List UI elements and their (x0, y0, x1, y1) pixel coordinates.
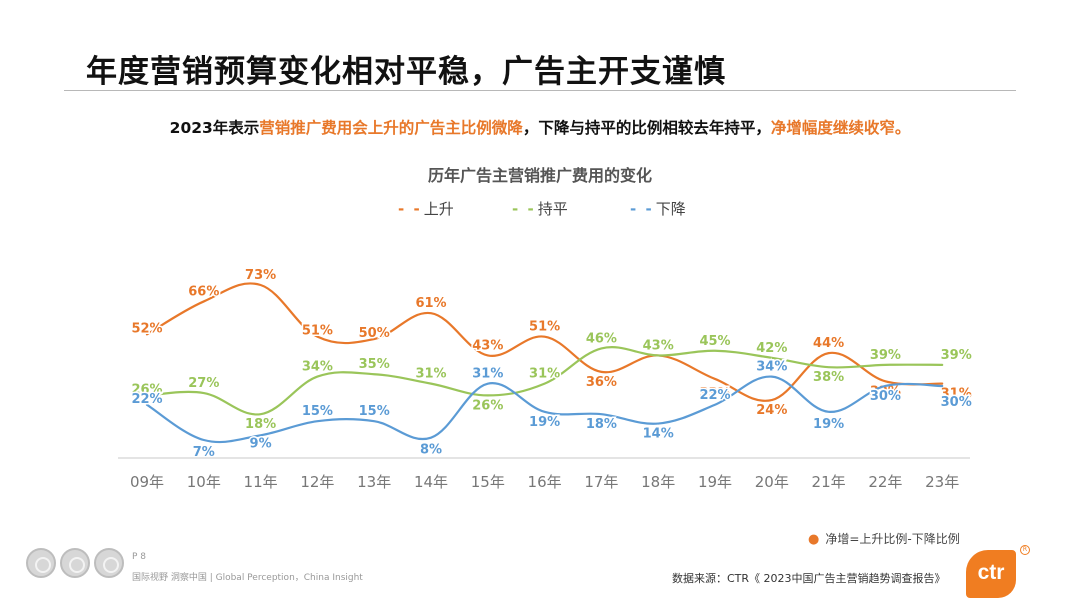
data-label-flat: 43% (643, 338, 674, 353)
x-tick-label: 13年 (357, 473, 391, 491)
data-label-up: 73% (245, 268, 276, 283)
data-label-flat: 39% (870, 348, 901, 363)
subtitle: 2023年表示营销推广费用会上升的广告主比例微降，下降与持平的比例相较去年持平，… (0, 116, 1080, 138)
data-label-flat: 27% (188, 376, 219, 391)
data-label-down: 15% (302, 404, 333, 419)
legend-label-down: 下降 (655, 200, 686, 218)
data-label-down: 19% (813, 417, 844, 432)
x-tick-label: 11年 (244, 473, 278, 491)
bullet-dot-icon: ● (808, 532, 820, 547)
data-label-flat: 35% (359, 357, 390, 372)
data-label-flat: 34% (302, 360, 333, 375)
data-label-down: 31% (472, 367, 503, 382)
subtitle-highlight1: 营销推广费用会上升的广告主比例微降 (259, 119, 523, 137)
x-tick-label: 16年 (528, 473, 562, 491)
legend-dash-icon: - - (512, 200, 536, 218)
subtitle-part2: ，下降与持平的比例相较去年持平， (522, 119, 771, 137)
legend-dash-icon: - - (630, 200, 654, 218)
chart-title: 历年广告主营销推广费用的变化 (427, 166, 652, 185)
certification-seal-icon (60, 548, 90, 578)
data-label-up: 43% (643, 338, 674, 353)
legend-item-flat: - - 持平 (512, 198, 568, 219)
data-label-flat: 38% (813, 370, 844, 385)
data-label-flat: 39% (941, 348, 972, 363)
x-tick-label: 15年 (471, 473, 505, 491)
data-label-up: 52% (131, 321, 162, 336)
series-line-down (145, 375, 944, 444)
data-label-flat: 31% (415, 367, 446, 382)
x-tick-label: 19年 (698, 473, 732, 491)
data-label-down: 30% (941, 395, 972, 410)
data-label-flat: 46% (586, 331, 617, 346)
data-label-down: 30% (870, 389, 901, 404)
x-tick-label: 22年 (868, 473, 902, 491)
data-label-down: 22% (699, 388, 730, 403)
data-label-down: 14% (643, 427, 674, 442)
subtitle-highlight2: 净增幅度继续收窄。 (770, 119, 911, 137)
data-label-up: 61% (415, 296, 446, 311)
tagline: 国际视野 洞察中国 | Global Perception，China Insi… (132, 573, 363, 583)
data-label-flat: 18% (245, 417, 276, 432)
x-tick-label: 09年 (130, 473, 164, 491)
data-label-down: 18% (586, 417, 617, 432)
legend-item-up: - - 上升 (398, 198, 454, 219)
data-label-up: 51% (302, 324, 333, 339)
data-label-up: 43% (472, 338, 503, 353)
x-tick-label: 21年 (812, 473, 846, 491)
data-label-down: 7% (193, 445, 215, 460)
data-label-flat: 26% (472, 398, 503, 413)
data-label-down: 15% (359, 404, 390, 419)
certification-seal-icon (26, 548, 56, 578)
data-label-up: 31% (941, 387, 972, 402)
data-label-up: 24% (756, 403, 787, 418)
data-label-up: 44% (813, 336, 844, 351)
x-tick-label: 10年 (187, 473, 221, 491)
data-label-up: 33% (699, 386, 730, 401)
data-label-down: 34% (756, 360, 787, 375)
legend-dash-icon: - - (398, 200, 422, 218)
legend-label-flat: 持平 (537, 200, 568, 218)
data-label-flat: 42% (756, 341, 787, 356)
data-label-up: 50% (359, 326, 390, 341)
data-label-down: 9% (250, 436, 272, 451)
data-label-up: 51% (529, 320, 560, 335)
ctr-logo: ctr (966, 550, 1016, 598)
data-source: 数据来源：CTR《 2023中国广告主营销趋势调查报告》 (672, 572, 946, 585)
data-label-down: 22% (131, 392, 162, 407)
x-tick-label: 20年 (755, 473, 789, 491)
data-label-down: 19% (529, 415, 560, 430)
data-label-flat: 45% (699, 334, 730, 349)
x-tick-label: 14年 (414, 473, 448, 491)
x-tick-label: 23年 (925, 473, 959, 491)
data-label-flat: 31% (529, 367, 560, 382)
data-label-down: 8% (420, 443, 442, 458)
registered-mark-icon: R (1020, 545, 1030, 555)
note-text: 净增=上升比例-下降比例 (825, 532, 960, 546)
net-increase-note: ● 净增=上升比例-下降比例 (808, 530, 960, 547)
x-tick-label: 12年 (300, 473, 334, 491)
legend-label-up: 上升 (423, 200, 454, 218)
x-tick-label: 17年 (584, 473, 618, 491)
subtitle-part1: 2023年表示 (169, 119, 260, 137)
footer-certifications: P 8 国际视野 洞察中国 | Global Perception，China … (26, 548, 406, 588)
title-divider (64, 90, 1016, 91)
page-title: 年度营销预算变化相对平稳，广告主开支谨慎 (86, 54, 726, 90)
data-label-up: 36% (586, 375, 617, 390)
data-label-flat: 26% (131, 382, 162, 397)
page-number: P 8 (132, 552, 147, 562)
legend-item-down: - - 下降 (630, 198, 686, 219)
data-label-up: 66% (188, 284, 219, 299)
certification-seal-icon (94, 548, 124, 578)
x-tick-label: 18年 (641, 473, 675, 491)
